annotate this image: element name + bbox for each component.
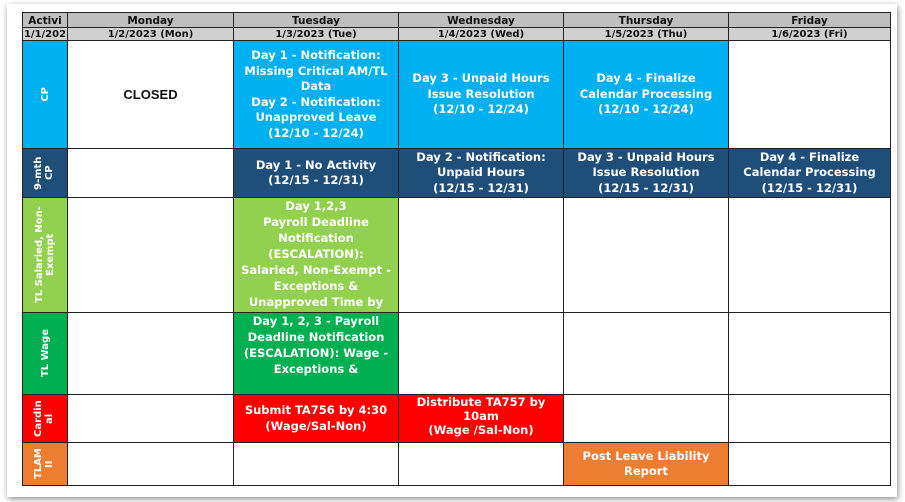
cell-cp-wed[interactable]: Day 3 - Unpaid Hours Issue Resolution (1…	[399, 41, 564, 149]
date-wednesday[interactable]: 1/4/2023 (Wed)	[399, 28, 564, 41]
header-wednesday[interactable]: Wednesday	[399, 13, 564, 28]
date-tuesday[interactable]: 1/3/2023 (Tue)	[234, 28, 399, 41]
cell-9mth-tue[interactable]: Day 1 - No Activity (12/15 - 12/31)	[234, 149, 399, 198]
cell-tlsal-tue[interactable]: Day 1,2,3 Payroll Deadline Notification …	[234, 198, 399, 313]
row-label-9mth-cp[interactable]: 9-mth CP	[23, 149, 68, 198]
cell-9mth-wed[interactable]: Day 2 - Notification: Unpaid Hours (12/1…	[399, 149, 564, 198]
cell-tlwage-fri[interactable]	[729, 313, 891, 395]
cell-tlsal-wed[interactable]	[399, 198, 564, 313]
date-thursday[interactable]: 1/5/2023 (Thu)	[564, 28, 729, 41]
cell-tlwage-mon[interactable]	[68, 313, 234, 395]
cell-cardinal-wed[interactable]: Distribute TA757 by 10am (Wage /Sal-Non)	[399, 395, 564, 443]
cell-cardinal-thu[interactable]	[564, 395, 729, 443]
row-label-tlamii[interactable]: TLAMII	[23, 443, 68, 486]
row-label-cardinal[interactable]: Cardinal	[23, 395, 68, 443]
cell-tlsal-fri[interactable]	[729, 198, 891, 313]
cell-cardinal-fri[interactable]	[729, 395, 891, 443]
header-thursday[interactable]: Thursday	[564, 13, 729, 28]
cell-tlsal-thu[interactable]	[564, 198, 729, 313]
cell-tlsal-mon[interactable]	[68, 198, 234, 313]
cell-tlamii-wed[interactable]	[399, 443, 564, 486]
header-tuesday[interactable]: Tuesday	[234, 13, 399, 28]
date-activity[interactable]: 1/1/202	[23, 28, 68, 41]
cell-cp-fri[interactable]	[729, 41, 891, 149]
cell-tlamii-tue[interactable]	[234, 443, 399, 486]
row-label-tl-salaried[interactable]: TL Salaried, Non-Exempt	[23, 198, 68, 313]
date-monday[interactable]: 1/2/2023 (Mon)	[68, 28, 234, 41]
cell-cp-tue[interactable]: Day 1 - Notification: Missing Critical A…	[234, 41, 399, 149]
cell-cp-mon[interactable]: CLOSED	[68, 41, 234, 149]
cell-tlamii-thu[interactable]: Post Leave Liability Report	[564, 443, 729, 486]
row-label-tl-wage[interactable]: TL Wage	[23, 313, 68, 395]
cell-tlwage-wed[interactable]	[399, 313, 564, 395]
cell-cp-thu[interactable]: Day 4 - Finalize Calendar Processing (12…	[564, 41, 729, 149]
cell-tlwage-thu[interactable]	[564, 313, 729, 395]
header-activity[interactable]: Activi	[23, 13, 68, 28]
header-monday[interactable]: Monday	[68, 13, 234, 28]
cell-cardinal-mon[interactable]	[68, 395, 234, 443]
header-friday[interactable]: Friday	[729, 13, 891, 28]
activity-calendar-grid: Activi Monday Tuesday Wednesday Thursday…	[22, 12, 891, 486]
cell-tlwage-tue[interactable]: Day 1, 2, 3 - Payroll Deadline Notificat…	[234, 313, 399, 395]
date-friday[interactable]: 1/6/2023 (Fri)	[729, 28, 891, 41]
cell-cardinal-tue[interactable]: Submit TA756 by 4:30 (Wage/Sal-Non)	[234, 395, 399, 443]
cell-9mth-fri[interactable]: Day 4 - Finalize Calendar Processing (12…	[729, 149, 891, 198]
cell-9mth-mon[interactable]	[68, 149, 234, 198]
cell-tlamii-mon[interactable]	[68, 443, 234, 486]
row-label-cp[interactable]: CP	[23, 41, 68, 149]
cell-9mth-thu[interactable]: Day 3 - Unpaid Hours Issue Resolution (1…	[564, 149, 729, 198]
cell-tlamii-fri[interactable]	[729, 443, 891, 486]
